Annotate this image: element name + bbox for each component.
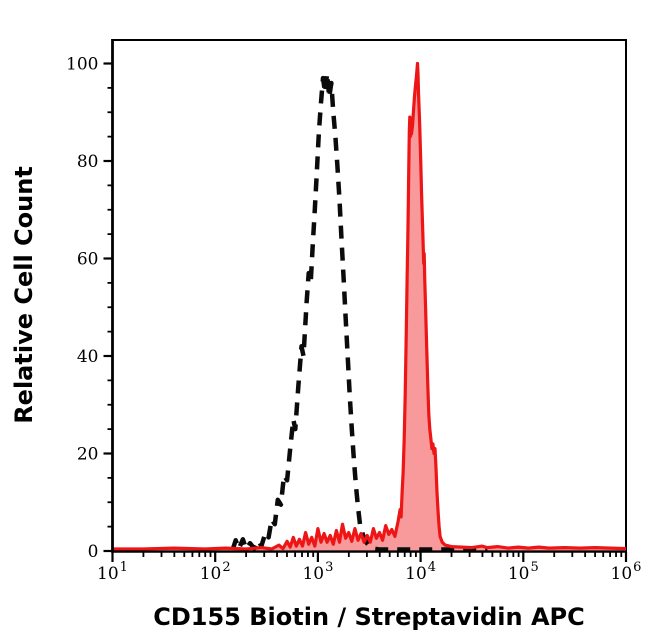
y-axis-title: Relative Cell Count bbox=[10, 166, 38, 424]
y-tick-label: 100 bbox=[66, 55, 98, 75]
x-tick-label: 105 bbox=[508, 560, 539, 584]
y-tick-label: 80 bbox=[77, 152, 99, 172]
axes-and-ticks: 0 20 40 60 80 100 101 102 103 104 105 106 bbox=[66, 39, 641, 584]
plot-frame bbox=[111, 39, 627, 552]
x-tick-label: 101 bbox=[97, 560, 128, 584]
y-tick-label: 40 bbox=[77, 347, 99, 367]
x-tick-label: 103 bbox=[302, 560, 333, 584]
y-tick-label: 60 bbox=[77, 250, 99, 270]
plot-border bbox=[111, 39, 627, 552]
y-tick-label: 0 bbox=[88, 542, 99, 562]
y-tick-label: 20 bbox=[77, 445, 99, 465]
cd155-stained-curve bbox=[112, 61, 627, 551]
series-strokes bbox=[112, 61, 627, 552]
x-tick-label: 106 bbox=[611, 560, 642, 584]
x-axis-title: CD155 Biotin / Streptavidin APC bbox=[153, 603, 584, 631]
x-tick-label: 102 bbox=[200, 560, 231, 584]
x-tick-label: 104 bbox=[405, 560, 436, 584]
